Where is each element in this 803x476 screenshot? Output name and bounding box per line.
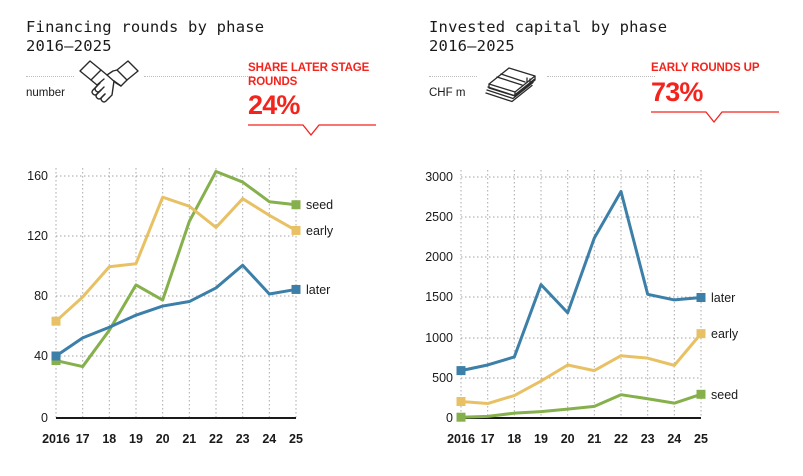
series-start-marker-seed [51,356,61,366]
callout-value-left: 24% [248,90,300,120]
series-legend-label-later: later [711,291,735,305]
series-endpoint-markers-right [456,293,706,422]
gridlines-vertical-left [55,168,297,418]
y-tick-80: 80 [34,289,48,303]
y-axis-labels-right: 3000 2500 2000 1500 1000 500 0 [425,170,453,425]
series-line-early [54,195,298,323]
x-tick-25: 25 [694,432,708,446]
x-tick-2016: 2016 [447,432,475,446]
series-legend-right: later early seed [711,291,739,402]
series-end-marker-seed [291,200,301,210]
y-tick-0: 0 [446,411,453,425]
unit-label-left: number [26,87,65,99]
x-tick-17: 17 [76,432,90,446]
series-line-later [459,189,703,373]
page-title-left: Financing rounds by phase 2016–2025 [26,18,265,55]
y-axis-labels-left: 160 120 80 40 0 [27,169,48,425]
series-end-marker-early [696,329,706,339]
y-tick-1000: 1000 [425,331,453,345]
meta-row-right: CHF m [429,60,777,110]
unit-label-right: CHF m [429,87,466,99]
callout-bracket-left [248,122,388,143]
callout-label-left: SHARE LATER STAGE ROUNDS [248,62,370,88]
series-start-marker-later [456,366,466,376]
dotted-rule-left-a [26,76,74,78]
series-line-seed [54,169,298,369]
series-start-marker-seed [456,412,466,422]
y-tick-160: 160 [27,169,48,183]
gridlines-vertical-right [460,170,702,418]
series-end-marker-later [696,293,706,302]
dotted-rule-right-a [429,76,477,78]
y-tick-3000: 3000 [425,170,453,184]
x-tick-24: 24 [262,432,276,446]
y-tick-500: 500 [432,371,453,385]
x-axis-labels-left: 2016 17 18 19 20 21 22 23 24 25 [42,432,303,446]
x-tick-24: 24 [667,432,681,446]
banknote-stack-icon [479,58,545,106]
x-tick-20: 20 [561,432,575,446]
series-legend-label-seed: seed [711,388,738,402]
data-lines-right [459,189,703,419]
x-tick-19: 19 [129,432,143,446]
series-legend-label-seed: seed [306,198,333,212]
series-start-marker-early [51,316,61,326]
series-legend-label-later: later [306,283,330,297]
y-tick-0: 0 [41,411,48,425]
series-legend-left: seed early later [306,198,334,297]
gridlines-horizontal-left [56,175,296,357]
page-title-right: Invested capital by phase 2016–2025 [429,18,668,55]
callout-bracket-right [651,109,791,130]
y-tick-40: 40 [34,349,48,363]
x-tick-2016: 2016 [42,432,70,446]
x-tick-23: 23 [236,432,250,446]
callout-early-rounds-up: EARLY ROUNDS UP 73% [651,62,791,130]
x-axis-labels-right: 2016 17 18 19 20 21 22 23 24 25 [447,432,708,446]
chart-svg-left: 160 120 80 40 0 2016 17 18 19 20 21 22 2… [27,168,334,446]
y-tick-1500: 1500 [425,290,453,304]
x-tick-22: 22 [614,432,628,446]
x-tick-17: 17 [481,432,495,446]
series-end-marker-later [291,284,301,294]
x-tick-18: 18 [507,432,521,446]
x-tick-21: 21 [587,432,601,446]
y-tick-2500: 2500 [425,210,453,224]
meta-row-left: number [26,60,374,110]
callout-label-right: EARLY ROUNDS UP [651,62,760,74]
panel-financing-rounds: Financing rounds by phase 2016–2025 numb… [0,0,400,476]
series-legend-label-early: early [306,224,334,238]
panel-invested-capital: Invested capital by phase 2016–2025 CHF … [403,0,803,476]
series-start-marker-later [51,351,61,361]
series-line-early [459,332,703,406]
callout-share-later-stage: SHARE LATER STAGE ROUNDS 24% [248,62,388,143]
chart-invested-capital: 3000 2500 2000 1500 1000 500 0 2016 17 1… [403,150,803,476]
y-tick-120: 120 [27,229,48,243]
callout-value-right: 73% [651,76,703,107]
y-tick-2000: 2000 [425,250,453,264]
gridlines-horizontal-right [461,176,701,379]
series-line-later [54,263,298,358]
x-tick-19: 19 [534,432,548,446]
dotted-rule-right-b [547,76,655,78]
x-tick-22: 22 [209,432,223,446]
series-end-marker-seed [696,389,706,399]
series-line-seed [459,392,703,419]
series-endpoint-markers-left [51,200,301,366]
x-tick-23: 23 [641,432,655,446]
series-end-marker-early [291,225,301,235]
x-tick-20: 20 [156,432,170,446]
chart-svg-right: 3000 2500 2000 1500 1000 500 0 2016 17 1… [425,170,739,446]
x-tick-25: 25 [289,432,303,446]
series-legend-label-early: early [711,327,739,341]
x-tick-21: 21 [182,432,196,446]
handshake-icon [76,56,142,104]
data-lines-left [54,169,298,369]
x-tick-18: 18 [102,432,116,446]
dotted-rule-left-b [144,76,252,78]
chart-financing-rounds: 160 120 80 40 0 2016 17 18 19 20 21 22 2… [0,150,400,476]
series-start-marker-early [456,397,466,407]
